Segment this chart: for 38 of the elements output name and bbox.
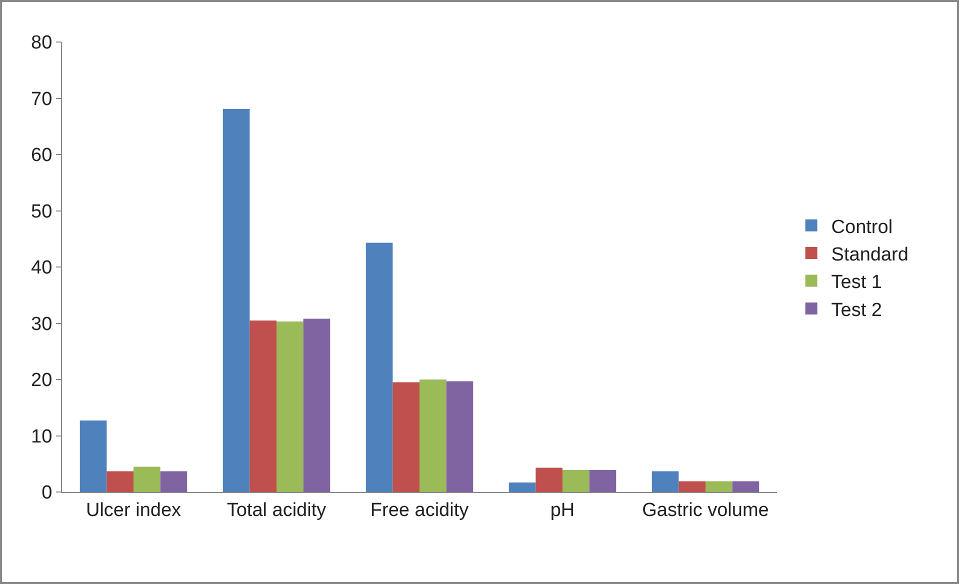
bar — [420, 380, 446, 492]
y-tick-label: 10 — [31, 426, 52, 448]
bar — [366, 242, 393, 492]
bar — [222, 108, 250, 492]
y-tick-label: 70 — [31, 88, 52, 110]
bar — [652, 471, 679, 492]
bar — [134, 466, 160, 492]
x-tick-label: Ulcer index — [86, 500, 182, 521]
x-tick-label: pH — [550, 500, 575, 521]
bar — [536, 468, 562, 492]
x-tick-label: Free acidity — [370, 500, 470, 521]
bar — [276, 322, 304, 492]
y-tick-label: 20 — [31, 370, 52, 392]
bar — [250, 320, 276, 492]
bar — [80, 420, 107, 492]
bar — [446, 381, 474, 492]
x-tick-label: Gastric volume — [642, 500, 769, 521]
legend-label: Standard — [831, 244, 908, 266]
legend-label: Control — [831, 216, 893, 238]
bar — [678, 481, 706, 492]
bar — [303, 318, 330, 492]
legend-label: Test 2 — [831, 300, 882, 321]
bar — [732, 481, 760, 492]
bar — [508, 482, 536, 492]
legend-label: Test 1 — [831, 272, 882, 294]
y-tick-label: 40 — [31, 258, 52, 279]
bar — [589, 470, 616, 492]
y-tick-label: 60 — [31, 145, 52, 166]
bar — [706, 481, 732, 492]
x-tick-label: Total acidity — [226, 500, 327, 521]
y-tick-label: 0 — [42, 482, 52, 504]
bar — [106, 471, 134, 492]
bar — [160, 471, 188, 492]
bar — [392, 382, 420, 492]
bar — [562, 470, 590, 492]
y-tick-label: 30 — [31, 314, 52, 335]
y-tick-label: 50 — [31, 201, 52, 222]
y-tick-label: 80 — [31, 32, 52, 54]
